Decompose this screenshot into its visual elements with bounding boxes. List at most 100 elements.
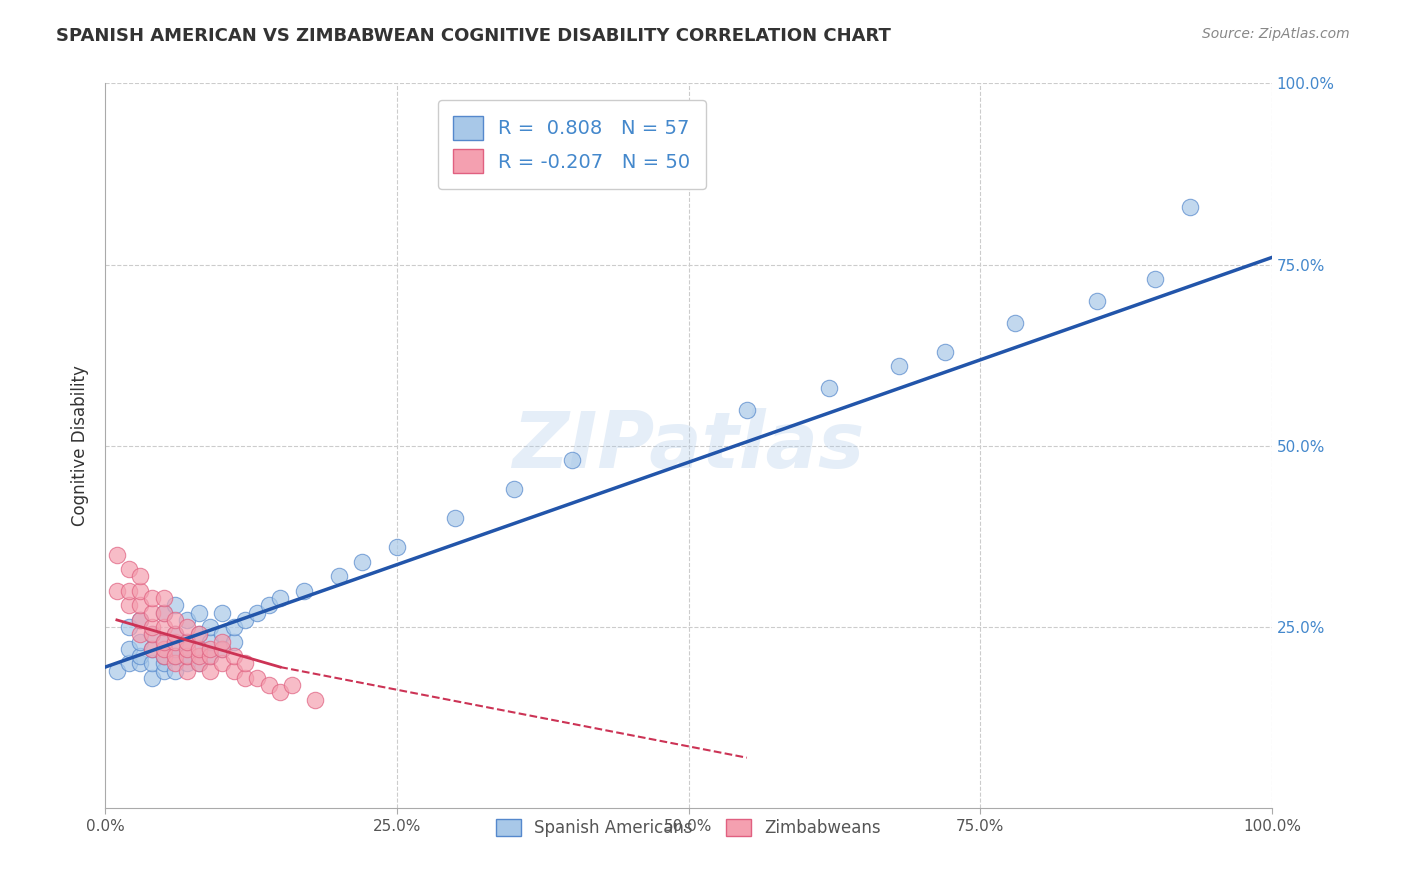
Point (165, 634, 187, 648)
Point (200, 634, 222, 648)
Point (281, 678, 304, 692)
Point (222, 620, 245, 634)
Point (269, 685, 291, 699)
Point (200, 642, 222, 657)
Point (129, 649, 152, 664)
Point (292, 583, 315, 598)
Point (502, 483, 524, 497)
Point (165, 642, 187, 657)
Point (152, 634, 174, 648)
Point (187, 657, 209, 671)
Point (735, 402, 758, 417)
Point (176, 649, 198, 664)
Point (141, 642, 163, 657)
Point (117, 657, 139, 671)
Point (117, 599, 139, 613)
Text: ZIPatlas: ZIPatlas (512, 408, 865, 484)
Point (222, 649, 245, 664)
Point (117, 583, 139, 598)
Point (200, 649, 222, 664)
Point (105, 548, 128, 562)
Point (176, 642, 198, 657)
Point (129, 583, 152, 598)
Point (187, 657, 209, 671)
Point (129, 613, 152, 627)
Point (117, 642, 139, 657)
Point (561, 453, 583, 467)
Point (350, 555, 373, 569)
Point (176, 657, 198, 671)
Point (1085, 293, 1108, 308)
Point (211, 657, 233, 671)
Point (129, 599, 152, 613)
Point (141, 606, 163, 620)
Point (141, 627, 163, 641)
Point (165, 649, 187, 664)
Point (152, 657, 174, 671)
Point (141, 671, 163, 685)
Point (200, 649, 222, 664)
Point (887, 359, 910, 374)
Point (152, 649, 174, 664)
Point (105, 583, 128, 598)
Point (165, 627, 187, 641)
Point (187, 642, 209, 657)
Point (141, 620, 163, 634)
Point (211, 634, 233, 648)
Point (200, 664, 222, 678)
Point (152, 634, 174, 648)
Point (165, 599, 187, 613)
Point (141, 642, 163, 657)
Point (176, 634, 198, 648)
Point (817, 381, 839, 395)
Legend: Spanish Americans, Zimbabweans: Spanish Americans, Zimbabweans (489, 812, 887, 844)
Point (165, 613, 187, 627)
Point (233, 657, 256, 671)
Y-axis label: Cognitive Disability: Cognitive Disability (72, 366, 89, 526)
Point (129, 569, 152, 583)
Point (165, 657, 187, 671)
Point (165, 664, 187, 678)
Point (152, 664, 174, 678)
Point (187, 649, 209, 664)
Point (233, 671, 256, 685)
Point (141, 591, 163, 606)
Point (1004, 316, 1026, 330)
Point (105, 664, 128, 678)
Point (222, 634, 245, 648)
Point (211, 627, 233, 641)
Point (117, 620, 139, 634)
Point (176, 634, 198, 648)
Point (200, 620, 222, 634)
Point (187, 627, 209, 641)
Point (152, 649, 174, 664)
Point (269, 591, 291, 606)
Point (246, 671, 269, 685)
Point (187, 642, 209, 657)
Point (1180, 200, 1202, 214)
Point (934, 344, 956, 359)
Point (257, 599, 280, 613)
Point (385, 541, 408, 555)
Text: SPANISH AMERICAN VS ZIMBABWEAN COGNITIVE DISABILITY CORRELATION CHART: SPANISH AMERICAN VS ZIMBABWEAN COGNITIVE… (56, 27, 891, 45)
Point (246, 606, 269, 620)
Point (187, 606, 209, 620)
Point (152, 591, 174, 606)
Point (141, 657, 163, 671)
Point (152, 620, 174, 634)
Point (211, 642, 233, 657)
Point (152, 642, 174, 657)
Point (233, 613, 256, 627)
Point (211, 642, 233, 657)
Point (165, 649, 187, 664)
Point (257, 678, 280, 692)
Point (129, 613, 152, 627)
Point (187, 627, 209, 641)
Point (211, 606, 233, 620)
Point (117, 562, 139, 576)
Point (328, 569, 350, 583)
Point (152, 606, 174, 620)
Point (176, 649, 198, 664)
Point (152, 606, 174, 620)
Point (176, 613, 198, 627)
